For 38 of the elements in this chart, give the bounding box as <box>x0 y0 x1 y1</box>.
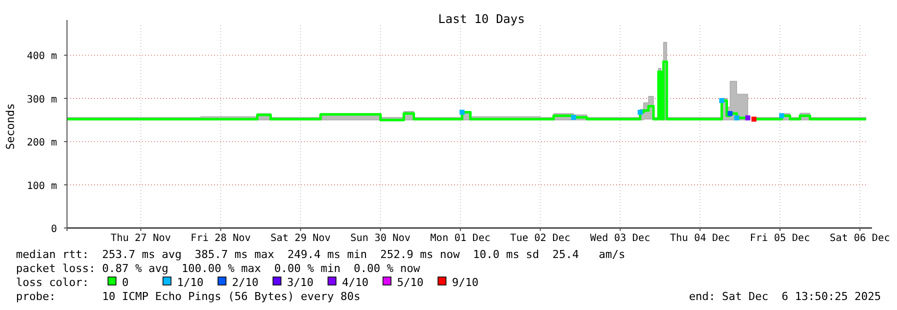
x-tick-label: Mon 01 Dec <box>430 233 491 244</box>
legend-label: 1/10 <box>177 276 204 289</box>
legend-label: 2/10 <box>232 276 258 289</box>
y-tick-label: 400 m <box>26 51 57 62</box>
y-tick-label: 200 m <box>26 138 57 149</box>
x-tick-label: Wed 03 Dec <box>590 233 650 244</box>
text: probe: 10 ICMP Echo Pings (56 Bytes) every 80s <box>16 290 360 303</box>
x-tick-label: Tue 02 Dec <box>510 233 570 244</box>
point <box>638 110 643 115</box>
legend-label: 3/10 <box>287 276 314 289</box>
point <box>779 113 784 118</box>
y-tick-label: 300 m <box>26 94 57 106</box>
y-tick-label: 100 m <box>26 180 57 192</box>
text: median rtt: 253.7 ms avg 385.7 ms max 249.4 ms min 252.9 ms now 10.0 ms sd 25.4 am/s <box>16 248 626 261</box>
point <box>734 115 740 120</box>
y-axis-title: Seconds <box>4 103 17 150</box>
x-tick-label: Fri 05 Dec <box>750 233 810 244</box>
point <box>728 111 733 116</box>
point <box>745 115 750 120</box>
x-tick-label: Thu 04 Dec <box>670 233 730 244</box>
text: end: Sat Dec 6 13:50:25 2025 <box>688 290 881 303</box>
point <box>571 114 576 120</box>
legend-label: 9/10 <box>452 276 478 289</box>
legend-label: 4/10 <box>342 276 368 289</box>
chart-title: Last 10 Days <box>438 12 525 26</box>
point <box>751 116 756 122</box>
x-tick-label: Fri 28 Nov <box>190 233 251 244</box>
legend-label: 0 <box>122 276 129 289</box>
y-tick-label: 0 <box>50 224 57 235</box>
x-tick-label: Thu 27 Nov <box>110 233 171 244</box>
text: packet loss: 0.87 % avg 100.00 % max 0.00 % min 0.00 % now <box>16 262 420 275</box>
legend-title: loss color: <box>16 276 89 289</box>
x-tick-label: Sat 06 Dec <box>830 233 890 244</box>
legend-label: 5/10 <box>397 276 424 289</box>
point <box>460 110 465 115</box>
point <box>719 98 724 104</box>
x-tick-label: Sat 29 Nov <box>270 233 331 244</box>
x-tick-label: Sun 30 Nov <box>350 233 411 244</box>
